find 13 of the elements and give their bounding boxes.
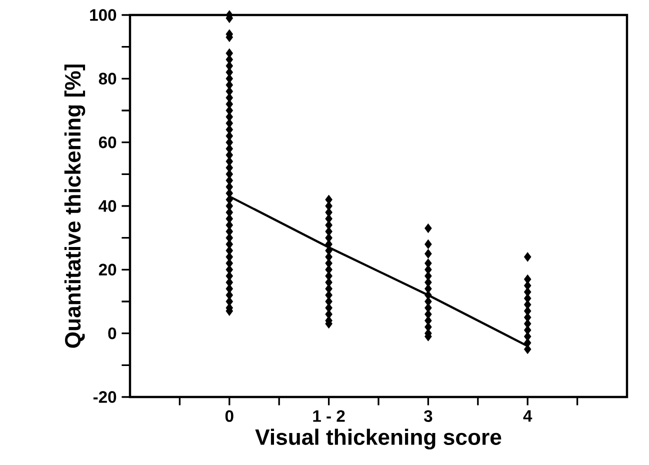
y-tick-label: 0 xyxy=(108,327,116,340)
y-tick-label: 20 xyxy=(98,264,116,276)
y-tick-label: 60 xyxy=(98,136,116,148)
y-axis-title: Quantitative thickening [%] xyxy=(64,64,86,348)
y-tick-label: 80 xyxy=(98,72,116,85)
y-tick-label: -20 xyxy=(93,391,116,403)
y-tick-label: 40 xyxy=(98,200,116,212)
x-tick-label: 3 xyxy=(424,410,432,422)
x-tick-label: 4 xyxy=(523,410,532,422)
x-tick-label: 1 - 2 xyxy=(313,410,345,422)
x-tick-label: 0 xyxy=(225,410,234,422)
y-tick-label: 100 xyxy=(90,9,116,21)
x-axis-title: Visual thickening score xyxy=(255,428,502,450)
